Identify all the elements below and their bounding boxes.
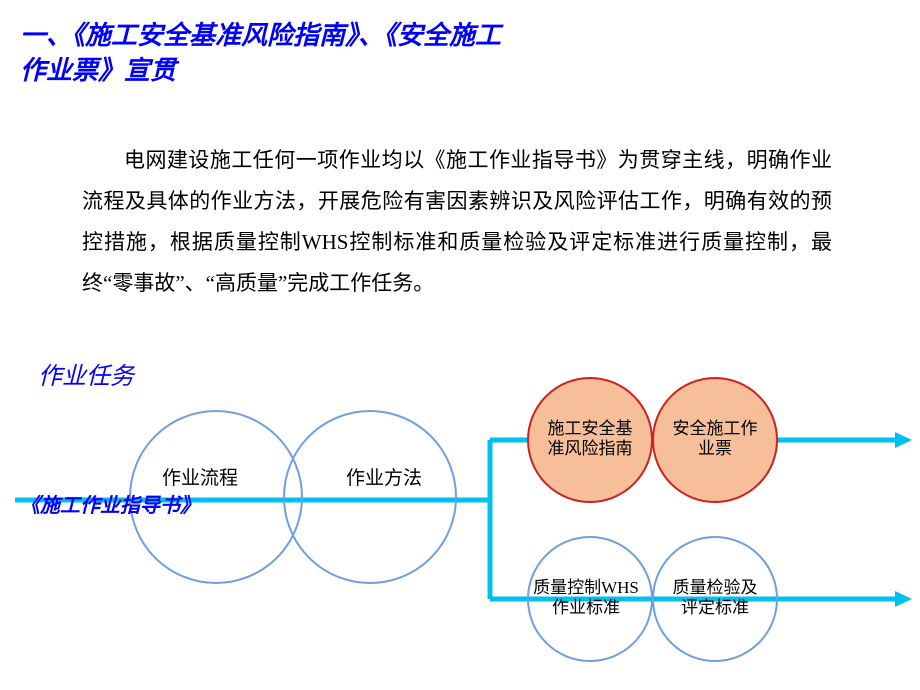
label-whs-2: 作业标准 bbox=[552, 598, 620, 617]
label-work-ticket-1: 安全施工作 bbox=[673, 419, 758, 438]
circle-method bbox=[284, 411, 456, 583]
label-work-ticket-2: 业票 bbox=[698, 439, 732, 458]
flow-diagram: 作业流程 作业方法 施工安全基 准风险指南 安全施工作 业票 质量控制WHS 作… bbox=[0, 0, 920, 690]
label-safety-guide-1: 施工安全基 bbox=[548, 419, 633, 438]
label-method: 作业方法 bbox=[346, 467, 422, 489]
label-quality-1: 质量检验及 bbox=[673, 578, 758, 597]
label-whs-1: 质量控制WHS bbox=[533, 578, 639, 597]
label-quality-2: 评定标准 bbox=[681, 598, 749, 617]
label-safety-guide-2: 准风险指南 bbox=[548, 439, 633, 458]
guide-book-label: 《施工作业指导书》 bbox=[20, 489, 200, 518]
bottom-arrowhead bbox=[895, 591, 912, 607]
top-arrowhead bbox=[895, 432, 912, 448]
label-process: 作业流程 bbox=[162, 467, 238, 489]
